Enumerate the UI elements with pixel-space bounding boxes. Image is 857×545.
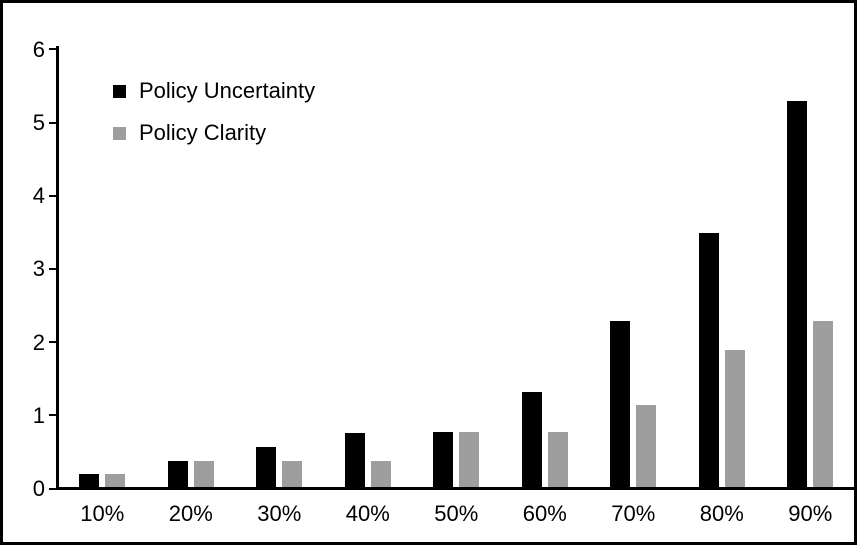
x-axis-line: [56, 487, 854, 490]
x-axis-label-90%: 90%: [788, 501, 833, 526]
legend: Policy Uncertainty Policy Clarity: [113, 78, 315, 162]
y-axis-tick-3: [49, 267, 58, 270]
bar-policy-clarity-20%: [193, 461, 214, 489]
y-axis-tick-1: [49, 414, 58, 417]
bar-policy-clarity-60%: [547, 432, 568, 489]
bar-policy-clarity-80%: [724, 350, 745, 489]
y-axis-label-6: 6: [32, 36, 45, 62]
legend-swatch-policy-clarity-icon: [113, 126, 126, 140]
legend-item-policy-clarity: Policy Clarity: [113, 120, 315, 146]
bar-policy-uncertainty-90%: [787, 101, 808, 489]
x-axis-label-30%: 30%: [257, 501, 302, 526]
y-axis-tick-0: [49, 487, 58, 490]
bar-policy-uncertainty-30%: [256, 447, 277, 489]
legend-item-policy-uncertainty: Policy Uncertainty: [113, 78, 315, 104]
bar-policy-uncertainty-10%: [79, 474, 100, 489]
y-axis-label-0: 0: [32, 476, 45, 501]
legend-label-policy-clarity: Policy Clarity: [139, 120, 267, 145]
y-axis-label-2: 2: [32, 329, 45, 355]
bar-policy-clarity-10%: [105, 474, 126, 489]
x-axis-label-40%: 40%: [345, 501, 390, 526]
x-axis-label-50%: 50%: [434, 501, 479, 526]
legend-label-policy-uncertainty: Policy Uncertainty: [139, 78, 316, 103]
y-axis-label-3: 3: [32, 256, 45, 282]
bar-policy-clarity-30%: [282, 461, 303, 489]
x-axis-label-60%: 60%: [522, 501, 567, 526]
bar-policy-clarity-70%: [636, 405, 657, 489]
bar-policy-uncertainty-70%: [610, 321, 631, 489]
bar-policy-clarity-90%: [813, 321, 834, 489]
y-axis-tick-2: [49, 341, 58, 344]
x-axis-label-20%: 20%: [168, 501, 213, 526]
y-axis-label-5: 5: [32, 110, 45, 135]
y-axis-label-1: 1: [32, 402, 45, 428]
bar-policy-uncertainty-60%: [521, 392, 542, 489]
y-axis-line: [56, 46, 59, 490]
bar-policy-clarity-40%: [370, 461, 391, 489]
x-axis-label-10%: 10%: [80, 501, 125, 526]
legend-swatch-policy-uncertainty-icon: [113, 84, 126, 98]
y-axis-tick-4: [49, 194, 58, 197]
bar-policy-uncertainty-50%: [433, 432, 454, 489]
bar-policy-clarity-50%: [459, 432, 480, 489]
bar-policy-uncertainty-20%: [167, 461, 188, 489]
x-axis-label-80%: 80%: [699, 501, 744, 526]
y-axis-tick-5: [49, 121, 58, 124]
bar-policy-uncertainty-40%: [344, 433, 365, 489]
bar-policy-uncertainty-80%: [698, 233, 719, 489]
y-axis-tick-6: [49, 48, 58, 51]
y-axis-label-4: 4: [32, 183, 45, 209]
x-axis-label-70%: 70%: [611, 501, 656, 526]
